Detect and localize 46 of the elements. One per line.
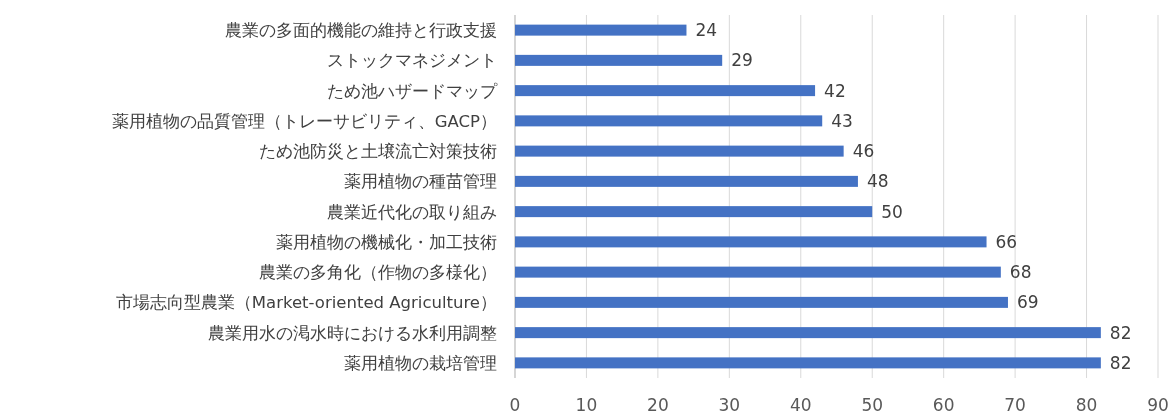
x-tick-label: 70 <box>1004 395 1026 412</box>
x-tick-label: 60 <box>932 395 955 412</box>
y-tick-label: 農業の多角化（作物の多様化） <box>259 263 497 283</box>
x-tick-label: 90 <box>1147 395 1169 412</box>
bar <box>515 357 1101 369</box>
data-label: 24 <box>695 20 718 41</box>
bar <box>515 145 844 157</box>
y-tick-label: 市場志向型農業（Market-oriented Agriculture） <box>115 293 497 313</box>
data-label: 29 <box>731 50 753 71</box>
y-tick-label: 薬用植物の種苗管理 <box>344 172 497 192</box>
bar <box>515 85 816 97</box>
y-tick-label: 農業近代化の取り組み <box>327 202 497 222</box>
y-tick-label: ストックマネジメント <box>327 51 497 71</box>
bar <box>515 115 823 127</box>
data-label: 82 <box>1109 352 1132 373</box>
data-label: 42 <box>824 80 846 101</box>
y-tick-label: ため池ハザードマップ <box>327 81 498 101</box>
data-label: 46 <box>852 141 875 162</box>
bar <box>515 206 873 218</box>
y-tick-label: 農業用水の渇水時における水利用調整 <box>208 323 497 343</box>
bar <box>515 236 987 248</box>
x-tick-label: 80 <box>1075 395 1098 412</box>
y-tick-label: 薬用植物の機械化・加工技術 <box>276 232 497 252</box>
x-tick-label: 50 <box>861 395 884 412</box>
x-tick-label: 20 <box>647 395 669 412</box>
bar <box>515 327 1101 339</box>
data-label: 50 <box>881 201 903 222</box>
bar <box>515 24 687 36</box>
data-label: 68 <box>1009 262 1032 283</box>
x-tick-label: 30 <box>718 395 741 412</box>
bar <box>515 175 858 187</box>
data-label: 43 <box>831 110 853 131</box>
y-tick-label: 農業の多面的機能の維持と行政支援 <box>225 21 497 41</box>
y-tick-label: 薬用植物の品質管理（トレーサビリティ、GACP） <box>111 111 497 131</box>
data-label: 82 <box>1109 322 1132 343</box>
y-tick-label: ため池防災と土壌流亡対策技術 <box>259 142 497 162</box>
bar <box>515 296 1008 308</box>
y-tick-label: 薬用植物の栽培管理 <box>344 353 497 373</box>
data-label: 48 <box>866 171 889 192</box>
bar <box>515 266 1001 278</box>
x-tick-label: 0 <box>509 395 521 412</box>
x-tick-label: 10 <box>575 395 598 412</box>
data-label: 69 <box>1016 292 1039 313</box>
bar <box>515 54 723 66</box>
data-label: 66 <box>995 231 1018 252</box>
x-tick-label: 40 <box>789 395 812 412</box>
